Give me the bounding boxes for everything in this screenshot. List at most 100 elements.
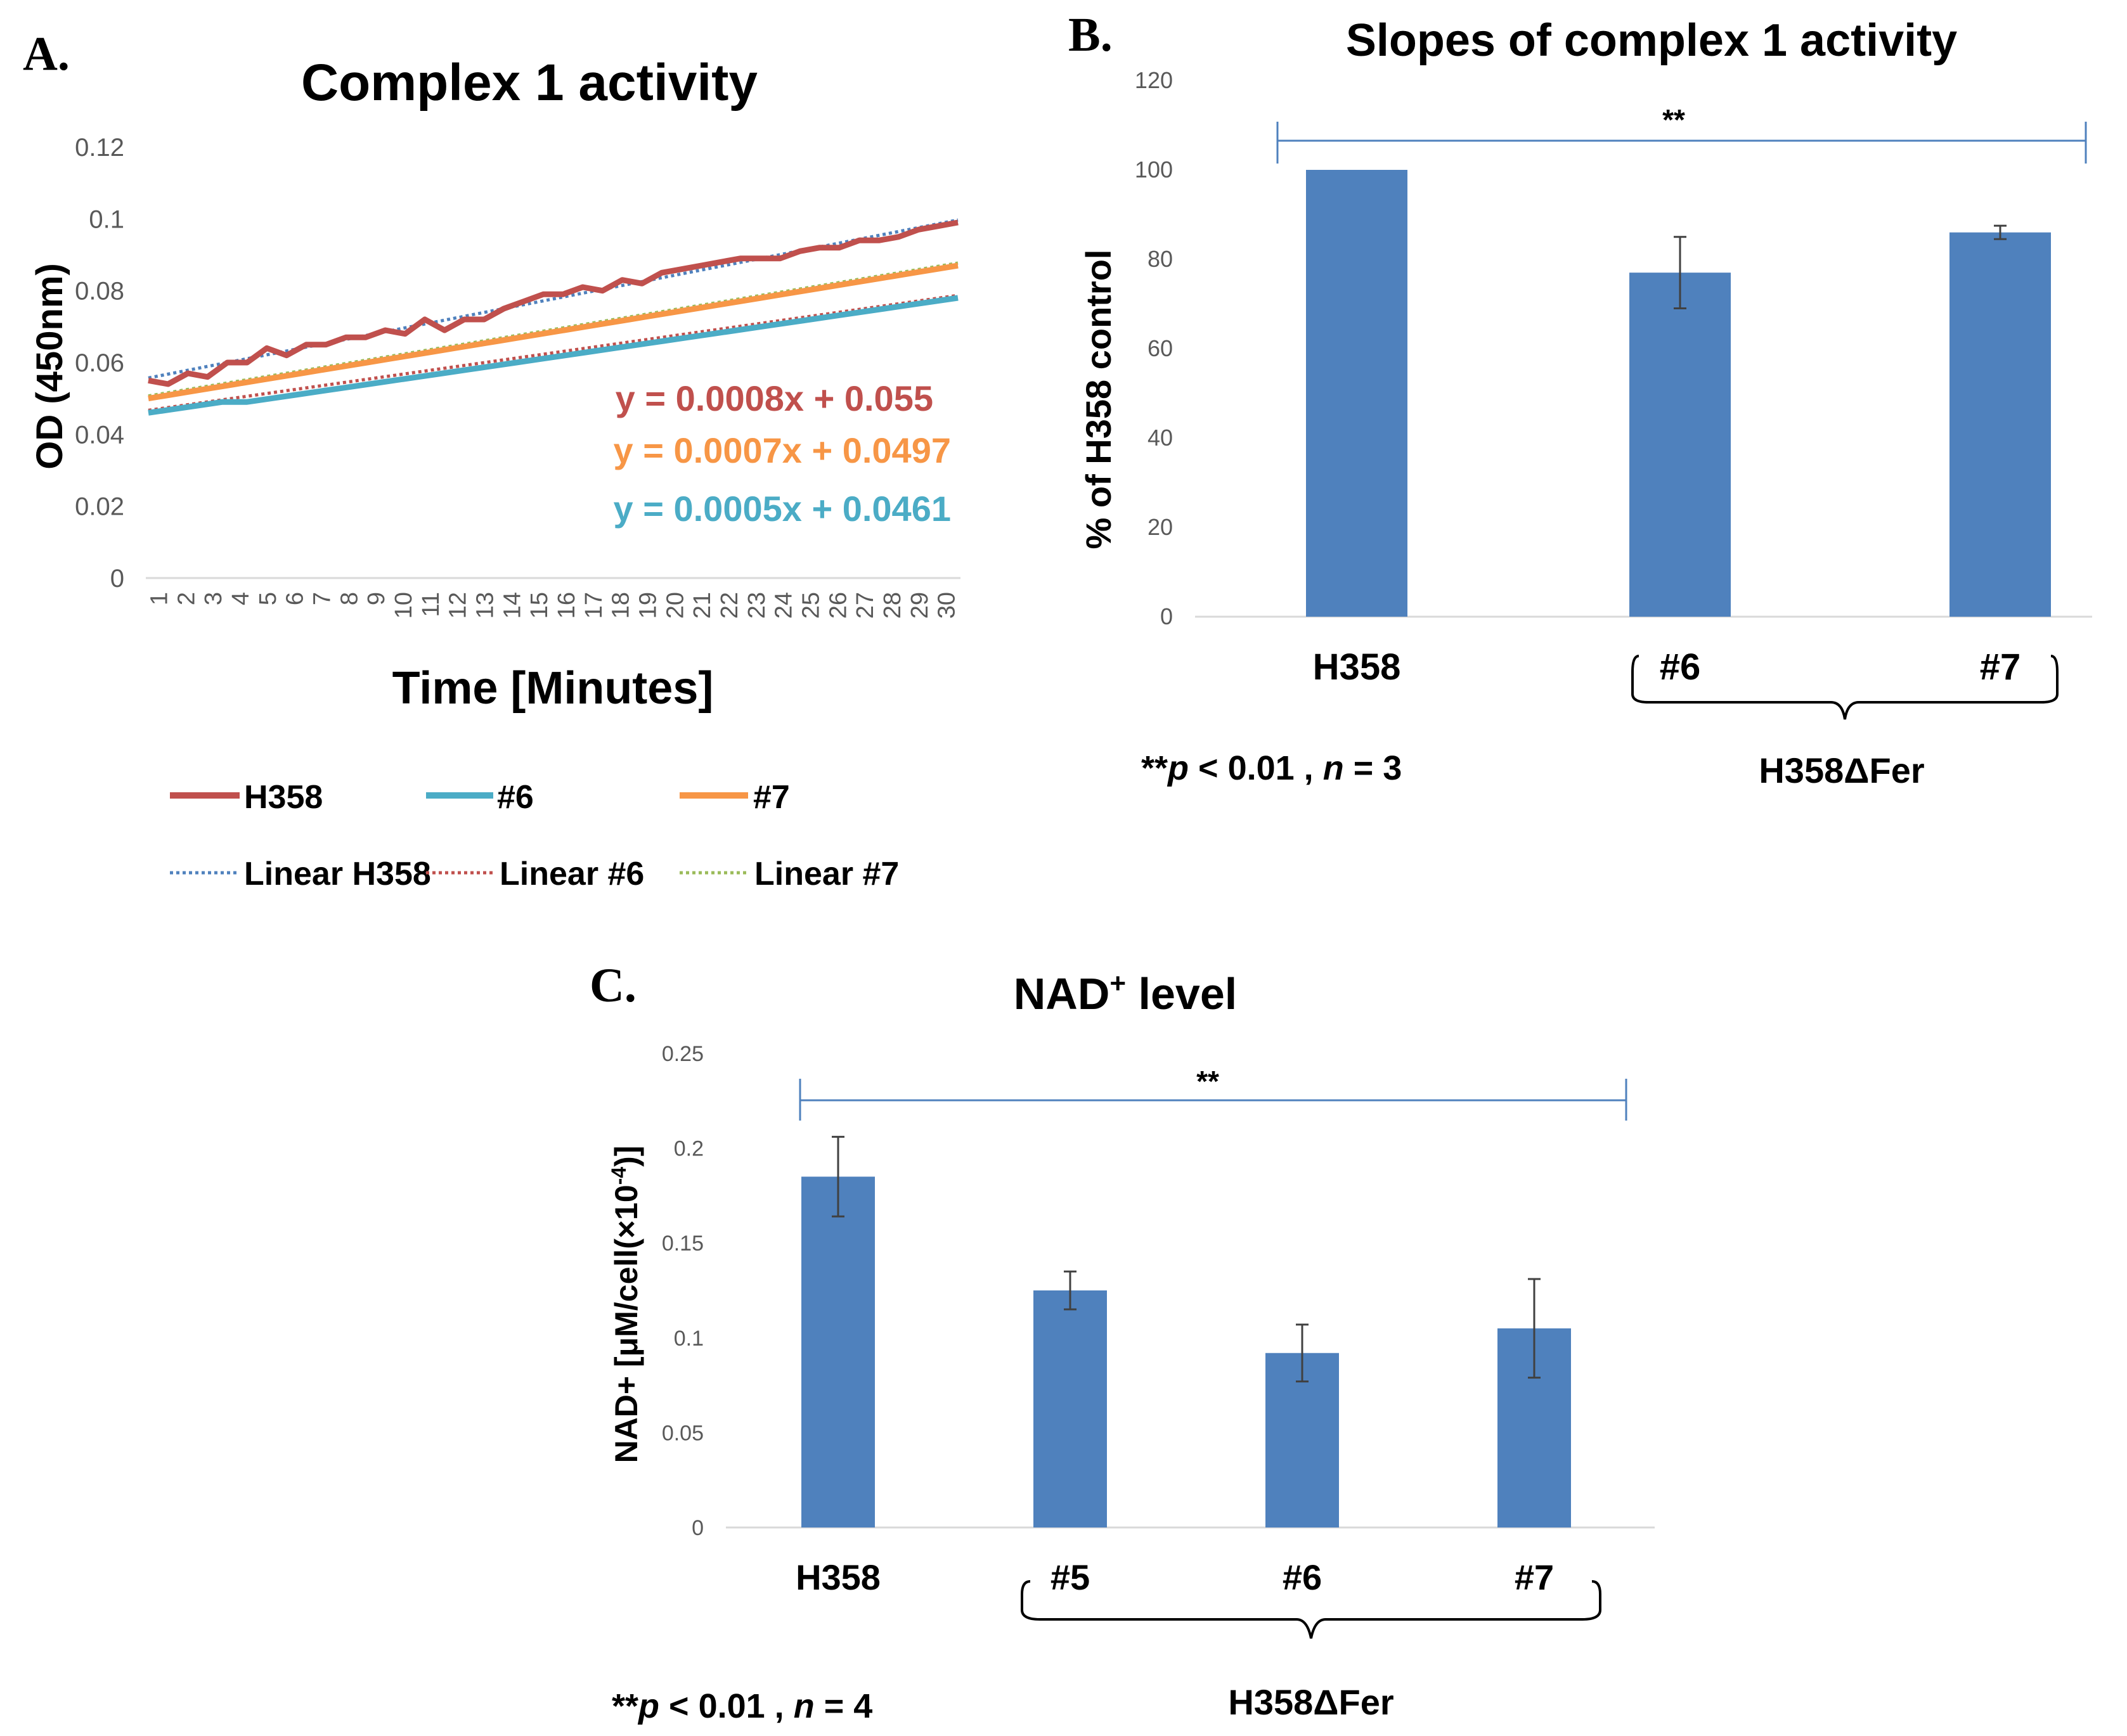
error-bar	[1296, 1323, 1309, 1383]
panel-a-x-tick: 6	[282, 592, 309, 605]
panel-b-bar-chart: B. Slopes of complex 1 activity 0 20 40 60 8…	[1068, 8, 2092, 790]
panel-c-y-tick: 0.2	[674, 1137, 704, 1161]
panel-b-y-tick: 80	[1148, 246, 1173, 272]
panel-a-x-tick: 10	[391, 592, 417, 619]
panel-a-y-tick: 0.1	[89, 205, 124, 233]
panel-c-footnote-p-rest: < 0.01 ,	[659, 1687, 794, 1725]
panel-a-y-tick: 0.08	[75, 278, 124, 305]
panel-a-y-ticks: 0 0.02 0.04 0.06 0.08 0.1 0.12	[75, 134, 124, 593]
category-label: H358	[796, 1557, 881, 1597]
error-bar	[832, 1136, 844, 1218]
bar-n6	[1629, 273, 1731, 617]
legend-6-label: #6	[497, 779, 534, 816]
panel-a-x-tick: 2	[173, 592, 200, 605]
panel-a-x-tick: 26	[825, 592, 851, 619]
trendline-1	[148, 293, 959, 412]
panel-b-footnote: **p < 0.01 , n = 3	[1141, 749, 1402, 787]
panel-a-x-tick: 25	[798, 592, 824, 619]
panel-b-y-tick: 120	[1135, 67, 1173, 93]
panel-b-footnote-n: n	[1323, 749, 1344, 787]
panel-b-y-ticks: 0 20 40 60 80 100 120	[1135, 67, 1173, 629]
panel-a-x-tick: 27	[852, 592, 879, 619]
panel-c-y-tick: 0.15	[662, 1231, 704, 1256]
panel-c-bar-chart: C. NAD+ level 0 0.05 0.1 0.15 0.2 0.25 H358 #5…	[590, 959, 1655, 1725]
panel-b-category-labels: H358 #6 #7	[1313, 646, 2021, 688]
panel-a-x-tick: 23	[744, 592, 770, 619]
panel-c-y-tick: 0	[692, 1516, 704, 1540]
panel-a-x-tick: 9	[363, 592, 390, 605]
panel-a-y-tick: 0.12	[75, 134, 124, 162]
panel-c-category-labels: H358 #5 #6 #7	[796, 1557, 1554, 1597]
bar-h358	[1306, 170, 1407, 617]
panel-c-y-tick: 0.1	[674, 1327, 704, 1351]
panel-c-title-sup: +	[1109, 968, 1126, 999]
panel-a-x-tick: 16	[553, 592, 580, 619]
panel-b-y-tick: 60	[1148, 335, 1173, 361]
panel-b-footnote-p-rest: < 0.01 ,	[1189, 749, 1323, 787]
panel-a-y-tick: 0.04	[75, 421, 124, 449]
panel-c-group-brace	[1021, 1580, 1601, 1639]
panel-b-y-tick: 100	[1135, 157, 1173, 183]
panel-b-footnote-n-rest: = 3	[1344, 749, 1402, 787]
panel-a-x-tick: 19	[635, 592, 661, 619]
panel-a-x-tick: 14	[499, 592, 526, 619]
category-label: #7	[1515, 1557, 1554, 1597]
panel-c-title-rest: level	[1126, 969, 1237, 1019]
panel-b-group-label: H358ΔFer	[1759, 750, 1924, 790]
panel-b-bars	[1306, 170, 2051, 617]
panel-a-y-axis-label: OD (450nm)	[29, 263, 70, 470]
panel-c-y-ticks: 0 0.05 0.1 0.15 0.2 0.25	[662, 1042, 704, 1540]
panel-c-title-main: NAD	[1014, 969, 1110, 1019]
panel-c-footnote-n-rest: = 4	[815, 1687, 873, 1725]
panel-a-x-tick: 7	[309, 592, 335, 605]
panel-a-x-tick: 30	[934, 592, 960, 619]
panel-a-x-tick: 18	[608, 592, 635, 619]
panel-c-footnote-n: n	[794, 1687, 815, 1725]
panel-c-bars	[801, 1176, 1571, 1527]
bar-h358	[801, 1176, 875, 1527]
panel-b-label: B.	[1068, 8, 1113, 61]
legend-linear-7-label: Linear #7	[754, 856, 899, 892]
panel-b-significance-stars: **	[1662, 103, 1685, 136]
legend-linear-h358-label: Linear H358	[244, 856, 431, 892]
panel-a-x-tick: 5	[255, 592, 281, 605]
panel-a-title: Complex 1 activity	[301, 54, 758, 112]
panel-b-footnote-stars: **	[1141, 749, 1168, 787]
panel-c-footnote-stars: **	[612, 1687, 638, 1725]
panel-a-legend: H358 #6 #7 Linear H358 Linear #6 Linear …	[170, 779, 899, 892]
category-label: H358	[1313, 646, 1401, 688]
series-line-2	[148, 262, 959, 402]
panel-c-significance-bracket	[799, 1079, 1627, 1121]
eq-h358: y = 0.0008x + 0.055	[616, 378, 933, 418]
panel-b-y-tick: 40	[1148, 425, 1173, 451]
category-label: #6	[1283, 1557, 1322, 1597]
panel-a-x-tick: 1	[146, 592, 172, 605]
bar-n5	[1033, 1290, 1107, 1527]
panel-a-x-tick: 17	[581, 592, 607, 619]
panel-c-label: C.	[590, 959, 637, 1012]
panel-a-y-tick: 0.02	[75, 493, 124, 521]
panel-a-series-lines	[148, 219, 959, 416]
panel-c-error-bars	[832, 1136, 1541, 1383]
panel-c-significance-stars: **	[1196, 1065, 1219, 1098]
panel-c-y-axis-label: NAD+ [μM/cell(×10-4)]	[607, 1146, 644, 1463]
bar-n7	[1949, 232, 2051, 617]
panel-c-group-label: H358ΔFer	[1228, 1682, 1393, 1722]
panel-a-y-tick: 0	[110, 565, 124, 593]
panel-a-x-tick: 24	[771, 592, 798, 619]
category-label: #6	[1660, 646, 1701, 688]
panel-a-x-tick: 3	[200, 592, 227, 605]
error-bar	[1064, 1270, 1076, 1311]
panel-a-x-ticks: 1 2 3 4 5 6 7 8 9 10 11 12 13 14 15 16 17 18 19 20 21 22 23 24 2…	[146, 592, 960, 619]
panel-c-y-tick: 0.05	[662, 1421, 704, 1445]
legend-h358-label: H358	[244, 779, 323, 816]
eq-6: y = 0.0005x + 0.0461	[614, 489, 952, 529]
panel-c-title: NAD+ level	[1014, 968, 1238, 1019]
panel-a-y-tick: 0.06	[75, 349, 124, 377]
panel-a-x-tick: 15	[526, 592, 553, 619]
panel-a-x-tick: 22	[716, 592, 743, 619]
panel-a-x-tick: 4	[228, 592, 254, 605]
panel-a-x-tick: 20	[662, 592, 689, 619]
panel-b-y-tick: 0	[1160, 603, 1173, 629]
